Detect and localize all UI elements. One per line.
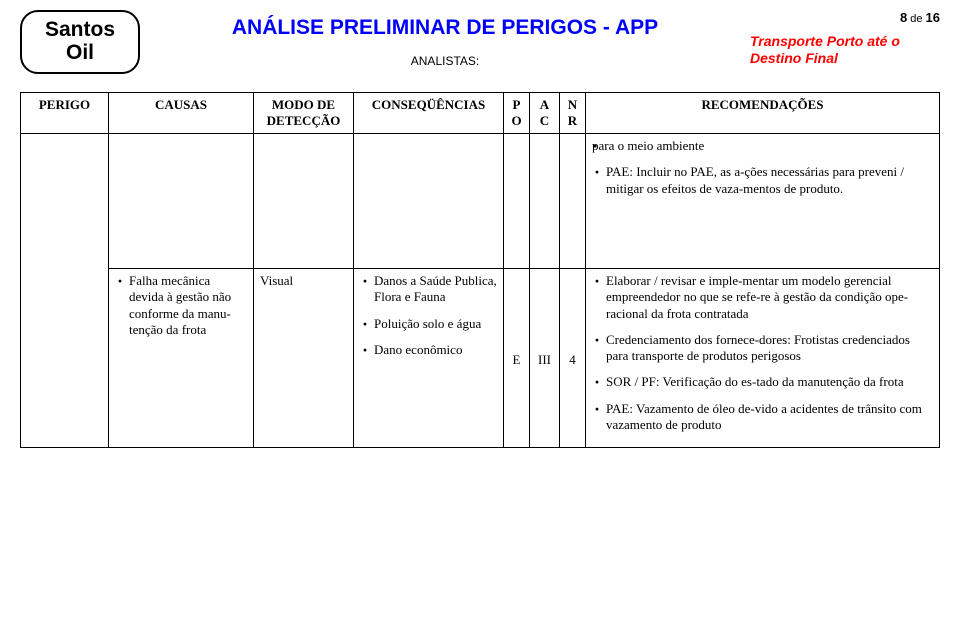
col-po-1: P [513, 97, 521, 112]
cell-po: E [504, 269, 530, 448]
cell-ac-top [530, 134, 560, 269]
cell-perigo [21, 134, 109, 448]
conseq-item: Danos a Saúde Publica, Flora e Fauna [362, 273, 497, 306]
page-number: 8 de 16 [750, 10, 940, 25]
col-perigo: PERIGO [21, 93, 109, 134]
col-po: P O [504, 93, 530, 134]
col-po-2: O [511, 113, 521, 128]
logo-line-2: Oil [38, 41, 122, 64]
cell-conseq: Danos a Saúde Publica, Flora e Fauna Pol… [354, 269, 504, 448]
col-conseq: CONSEQÜÊNCIAS [354, 93, 504, 134]
cell-causas-top [109, 134, 254, 269]
col-recom: RECOMENDAÇÕES [586, 93, 940, 134]
hazard-table: PERIGO CAUSAS MODO DE DETECÇÃO CONSEQÜÊN… [20, 92, 940, 448]
recom-item: SOR / PF: Verificação do es-tado da manu… [594, 374, 933, 390]
conseq-item: Dano econômico [362, 342, 497, 358]
table-row: para o meio ambiente PAE: Incluir no PAE… [21, 134, 940, 269]
cell-conseq-top [354, 134, 504, 269]
cell-causas: Falha mecânica devida à gestão não confo… [109, 269, 254, 448]
recom-item: PAE: Vazamento de óleo de-vido a acident… [594, 401, 933, 434]
page-total: 16 [926, 10, 940, 25]
col-nr-1: N [568, 97, 577, 112]
col-causas: CAUSAS [109, 93, 254, 134]
logo-line-1: Santos [38, 18, 122, 41]
header-center: ANÁLISE PRELIMINAR DE PERIGOS - APP ANAL… [140, 10, 750, 74]
causa-item: Falha mecânica devida à gestão não confo… [117, 273, 247, 338]
cell-nr-top [560, 134, 586, 269]
table-row: Falha mecânica devida à gestão não confo… [21, 269, 940, 448]
col-ac-1: A [540, 97, 549, 112]
cell-recom-top: para o meio ambiente PAE: Incluir no PAE… [586, 134, 940, 269]
cell-ac: III [530, 269, 560, 448]
page-header: Santos Oil ANÁLISE PRELIMINAR DE PERIGOS… [20, 10, 940, 74]
cell-modo: Visual [254, 269, 354, 448]
conseq-item: Poluição solo e água [362, 316, 497, 332]
col-ac-2: C [540, 113, 549, 128]
logo: Santos Oil [20, 10, 140, 74]
col-modo: MODO DE DETECÇÃO [254, 93, 354, 134]
doc-title: ANÁLISE PRELIMINAR DE PERIGOS - APP [140, 16, 750, 40]
cell-nr: 4 [560, 269, 586, 448]
col-nr-2: R [568, 113, 577, 128]
page-sep: de [907, 13, 925, 25]
doc-scope: Transporte Porto até o Destino Final [750, 33, 940, 67]
cell-modo-top [254, 134, 354, 269]
col-ac: A C [530, 93, 560, 134]
table-header-row: PERIGO CAUSAS MODO DE DETECÇÃO CONSEQÜÊN… [21, 93, 940, 134]
cell-po-top [504, 134, 530, 269]
recom-item: PAE: Incluir no PAE, as a-ções necessári… [594, 164, 933, 197]
recom-item: para o meio ambiente [592, 138, 933, 154]
cell-recom: Elaborar / revisar e imple-mentar um mod… [586, 269, 940, 448]
header-right: 8 de 16 Transporte Porto até o Destino F… [750, 10, 940, 74]
doc-subtitle: ANALISTAS: [140, 54, 750, 68]
recom-item: Elaborar / revisar e imple-mentar um mod… [594, 273, 933, 322]
recom-item: Credenciamento dos fornece-dores: Frotis… [594, 332, 933, 365]
col-nr: N R [560, 93, 586, 134]
